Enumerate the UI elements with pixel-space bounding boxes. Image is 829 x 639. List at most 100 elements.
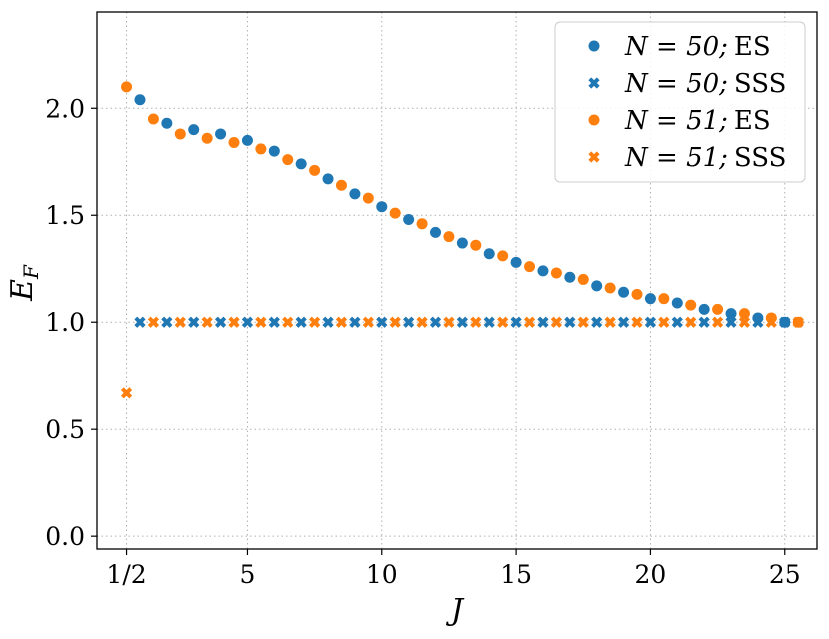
data-point: [644, 293, 656, 305]
data-point: [497, 316, 509, 328]
data-point: [618, 286, 630, 298]
plot-frame: [96, 11, 818, 550]
legend-entry-main: N = 50;: [624, 69, 728, 99]
data-point: [416, 218, 428, 230]
data-point: [617, 316, 630, 328]
x-tick-label: 1/2: [106, 560, 146, 589]
data-point: [214, 316, 227, 328]
legend-marker: [588, 151, 600, 163]
data-point: [188, 316, 200, 328]
data-point: [711, 316, 724, 328]
legend-entry: N = 51; SSS: [624, 143, 786, 173]
data-point: [228, 316, 240, 328]
legend-box: [554, 21, 806, 183]
data-point: [537, 316, 549, 328]
x-tick-label: 25: [769, 560, 801, 589]
legend-entry: N = 51; ES: [624, 106, 771, 136]
data-point: [201, 132, 213, 144]
data-point: [349, 316, 361, 328]
y-tick-label: 1.5: [45, 201, 85, 230]
data-point: [456, 316, 468, 328]
data-point: [712, 303, 724, 315]
data-point: [241, 316, 254, 328]
data-point: [268, 316, 280, 328]
data-point: [483, 316, 495, 328]
data-point: [738, 316, 751, 328]
data-point: [201, 316, 213, 328]
data-point: [537, 265, 549, 277]
data-point: [631, 288, 643, 300]
legend-marker: [588, 40, 600, 52]
data-point: [335, 316, 348, 328]
data-point: [308, 316, 321, 328]
data-point: [443, 231, 455, 243]
data-point: [147, 316, 160, 328]
data-point: [658, 293, 670, 305]
y-tick-label: 2.0: [45, 94, 85, 123]
data-point: [550, 316, 563, 328]
data-point: [161, 117, 173, 129]
data-point: [779, 316, 791, 328]
data-point: [765, 316, 777, 328]
data-point: [725, 308, 737, 320]
data-point: [577, 316, 589, 328]
data-point: [738, 308, 750, 320]
data-point: [523, 316, 536, 328]
legend-entry-main: N = 51;: [624, 106, 728, 136]
legend-entry: N = 50; ES: [624, 32, 771, 62]
data-point: [174, 316, 186, 328]
series-1: [134, 316, 791, 328]
data-point: [510, 316, 522, 328]
data-point: [403, 214, 415, 226]
data-point: [658, 316, 670, 328]
data-point: [497, 250, 509, 262]
data-point: [685, 316, 697, 328]
legend-entry-suffix: ES: [734, 32, 771, 62]
data-point: [147, 113, 159, 125]
y-axis-label-main: E: [5, 279, 40, 302]
data-point: [470, 239, 482, 251]
y-axis-label-sub: F: [19, 264, 43, 280]
data-point: [604, 316, 616, 328]
y-tick-label: 1.0: [45, 308, 85, 337]
data-point: [188, 124, 200, 136]
data-point: [120, 387, 133, 399]
data-point: [403, 316, 415, 328]
data-point: [577, 273, 589, 285]
data-point: [725, 316, 737, 328]
data-point: [470, 316, 482, 328]
data-point: [698, 303, 710, 315]
y-axis: 0.0 0.5 1.0 1.5 2.0: [45, 94, 97, 551]
data-point: [255, 316, 267, 328]
y-tick-label: 0.0: [45, 522, 85, 551]
data-point: [376, 316, 388, 328]
data-point: [671, 316, 683, 328]
data-point: [121, 81, 133, 93]
data-points: [120, 81, 804, 399]
data-point: [631, 316, 643, 328]
data-point: [416, 316, 428, 328]
data-point: [752, 316, 764, 328]
data-point: [215, 128, 227, 140]
data-point: [604, 282, 616, 294]
x-tick-label: 15: [500, 560, 532, 589]
data-point: [322, 173, 334, 185]
x-tick-label: 5: [239, 560, 255, 589]
data-point: [134, 94, 146, 106]
series-3: [120, 316, 804, 399]
data-point: [564, 271, 576, 283]
data-point: [483, 248, 495, 260]
data-point: [524, 261, 536, 273]
data-point: [389, 207, 401, 219]
data-point: [335, 179, 347, 191]
data-point: [241, 134, 253, 146]
data-point: [362, 192, 374, 204]
x-tick-label: 10: [366, 560, 398, 589]
data-point: [349, 188, 361, 200]
y-axis-label: EF: [5, 264, 43, 302]
data-point: [389, 316, 401, 328]
data-point: [698, 316, 710, 328]
data-point: [282, 154, 294, 166]
data-point: [430, 226, 442, 238]
data-point: [443, 316, 455, 328]
